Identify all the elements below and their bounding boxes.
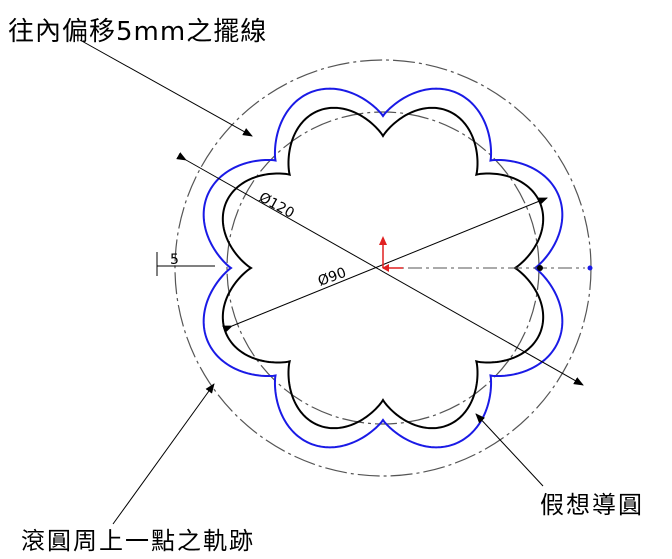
offset-dimension-label: 5	[170, 252, 179, 268]
inner-diameter-dimension-line	[222, 197, 548, 334]
guide-circle-callout: 假想導圓	[540, 491, 644, 519]
guide-circle-leader	[475, 413, 544, 487]
trace-start-point	[587, 265, 593, 271]
inner-diameter-label: Ø90	[316, 265, 349, 290]
offset-line-callout: 往內偏移5mm之擺線	[8, 17, 268, 47]
origin-axes-icon	[379, 236, 403, 272]
trace-callout: 滾圓周上一點之軌跡	[21, 527, 255, 555]
outer-diameter-label: Ø120	[256, 190, 297, 222]
offset-start-point	[537, 265, 543, 271]
trace-leader	[112, 383, 215, 525]
offset-line-leader	[79, 39, 253, 137]
